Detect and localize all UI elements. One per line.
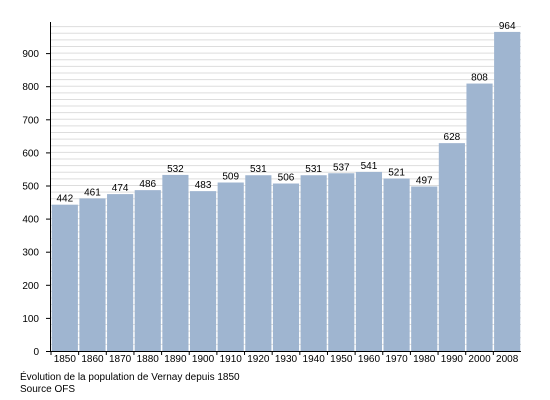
data-label-1970: 521 bbox=[388, 168, 405, 179]
data-label-1930: 506 bbox=[278, 173, 295, 184]
data-label-1950: 537 bbox=[333, 162, 350, 173]
data-label-1940: 531 bbox=[305, 164, 322, 175]
bar-1970 bbox=[383, 178, 410, 351]
data-label-1960: 541 bbox=[361, 161, 378, 172]
bar-1910 bbox=[217, 182, 244, 351]
bar-1960 bbox=[355, 171, 383, 351]
bar-1930 bbox=[272, 183, 300, 351]
y-tick-label-600: 600 bbox=[22, 148, 39, 159]
bar-1850 bbox=[51, 204, 78, 351]
x-tick-label-1850: 1850 bbox=[54, 354, 77, 365]
bar-1860 bbox=[79, 198, 106, 351]
data-labels: 442 461 474 486 532 483 509 531 506 531 537 541 521 4… bbox=[56, 21, 515, 205]
data-label-1910: 509 bbox=[222, 172, 239, 183]
bar-1940 bbox=[300, 175, 327, 351]
y-tick-label-0: 0 bbox=[33, 347, 39, 358]
x-tick-label-1940: 1940 bbox=[303, 354, 326, 365]
bars bbox=[51, 31, 521, 351]
bar-1900 bbox=[189, 191, 217, 351]
y-tick-label-200: 200 bbox=[22, 281, 39, 292]
data-label-1990: 628 bbox=[444, 132, 461, 143]
x-tick-label-1970: 1970 bbox=[385, 354, 408, 365]
data-label-2000: 808 bbox=[471, 73, 488, 84]
data-label-1890: 532 bbox=[167, 164, 184, 175]
data-label-1860: 461 bbox=[84, 187, 101, 198]
x-tick-label-1960: 1960 bbox=[358, 354, 381, 365]
x-tick-label-1980: 1980 bbox=[413, 354, 436, 365]
axes: 0 100 200 300 400 500 600 700 800 900 1850 1860 1870… bbox=[22, 22, 521, 365]
x-tick-label-1900: 1900 bbox=[192, 354, 215, 365]
bar-1880 bbox=[134, 190, 161, 351]
x-tick-label-1950: 1950 bbox=[330, 354, 353, 365]
bar-1920 bbox=[245, 175, 272, 351]
chart-caption: Évolution de la population de Vernay dep… bbox=[20, 372, 240, 383]
bar-1890 bbox=[162, 174, 189, 351]
bar-2008 bbox=[494, 31, 521, 351]
bar-1980 bbox=[411, 186, 438, 351]
y-tick-label-500: 500 bbox=[22, 182, 39, 193]
bar-1990 bbox=[438, 143, 465, 351]
x-tick-label-1890: 1890 bbox=[164, 354, 187, 365]
y-tick-label-100: 100 bbox=[22, 314, 39, 325]
y-tick-label-800: 800 bbox=[22, 82, 39, 93]
x-tick-label-1920: 1920 bbox=[247, 354, 270, 365]
x-tick-label-2008: 2008 bbox=[496, 354, 519, 365]
x-tick-label-1880: 1880 bbox=[137, 354, 160, 365]
x-tick-label-1870: 1870 bbox=[109, 354, 132, 365]
bar-2000 bbox=[466, 83, 493, 351]
data-label-2008: 964 bbox=[499, 21, 516, 32]
data-label-1920: 531 bbox=[250, 164, 267, 175]
x-tick-label-1910: 1910 bbox=[220, 354, 243, 365]
bar-1950 bbox=[328, 173, 355, 351]
x-tick-label-2000: 2000 bbox=[468, 354, 491, 365]
x-tick-label-1860: 1860 bbox=[81, 354, 104, 365]
x-tick-label-1930: 1930 bbox=[275, 354, 298, 365]
data-label-1870: 474 bbox=[112, 183, 129, 194]
y-tick-label-400: 400 bbox=[22, 215, 39, 226]
data-label-1850: 442 bbox=[56, 194, 73, 205]
y-tick-label-700: 700 bbox=[22, 115, 39, 126]
chart-source: Source OFS bbox=[20, 384, 76, 395]
x-tick-label-1990: 1990 bbox=[441, 354, 464, 365]
y-tick-label-900: 900 bbox=[22, 49, 39, 60]
data-label-1980: 497 bbox=[416, 175, 433, 186]
data-label-1900: 483 bbox=[195, 180, 212, 191]
bar-1870 bbox=[107, 194, 134, 351]
y-tick-label-300: 300 bbox=[22, 248, 39, 259]
data-label-1880: 486 bbox=[139, 179, 156, 190]
